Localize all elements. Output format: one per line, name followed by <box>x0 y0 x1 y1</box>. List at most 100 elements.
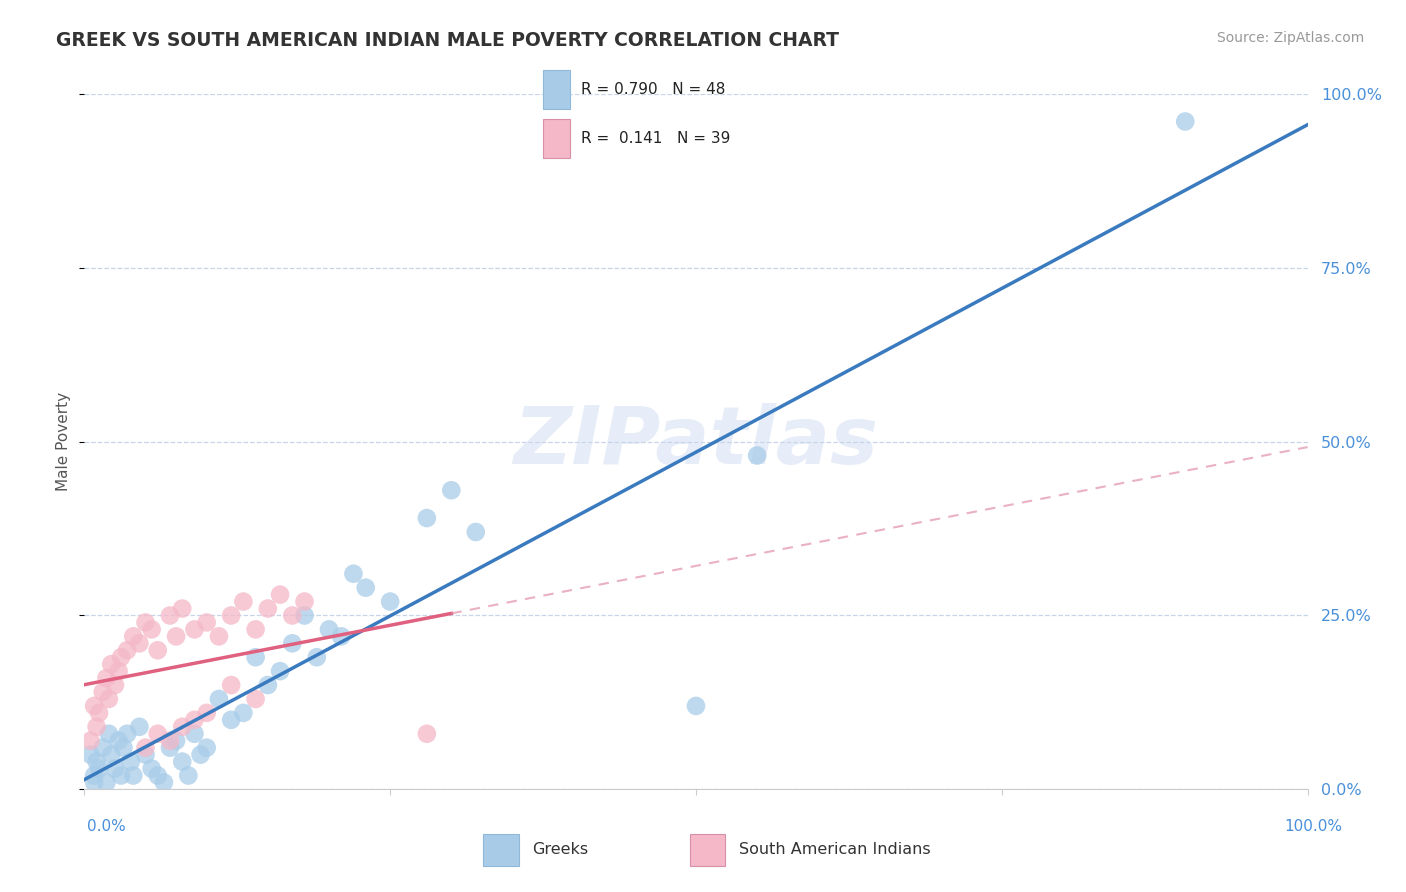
Point <box>135 740 157 755</box>
Point <box>219 678 242 692</box>
Point <box>135 615 157 630</box>
Point <box>183 713 205 727</box>
Point <box>232 706 254 720</box>
Point <box>281 636 304 650</box>
Point <box>172 755 194 769</box>
Point <box>219 608 242 623</box>
Point <box>440 483 463 498</box>
Point <box>87 706 110 720</box>
Point <box>159 733 181 747</box>
FancyBboxPatch shape <box>543 119 569 158</box>
Point <box>135 747 157 762</box>
Point <box>107 664 129 678</box>
Point <box>100 747 122 762</box>
Point <box>141 623 163 637</box>
Point <box>245 692 267 706</box>
Point <box>79 733 101 747</box>
Text: South American Indians: South American Indians <box>740 842 931 857</box>
Point <box>464 524 486 539</box>
Point <box>159 740 181 755</box>
Text: Greeks: Greeks <box>531 842 588 857</box>
Text: R =  0.141   N = 39: R = 0.141 N = 39 <box>581 131 730 146</box>
Point <box>747 449 769 463</box>
Point <box>183 623 205 637</box>
Point <box>159 608 181 623</box>
Point <box>128 720 150 734</box>
Point <box>416 727 439 741</box>
FancyBboxPatch shape <box>482 834 519 866</box>
Point <box>146 727 169 741</box>
Point <box>245 623 267 637</box>
Point <box>115 643 138 657</box>
Point <box>208 692 231 706</box>
Point <box>318 623 340 637</box>
Text: 0.0%: 0.0% <box>87 820 127 834</box>
Point <box>79 747 101 762</box>
Point <box>115 727 138 741</box>
Point <box>232 594 254 608</box>
Point <box>685 698 707 713</box>
Point <box>219 713 242 727</box>
Point <box>195 615 218 630</box>
Point <box>190 747 212 762</box>
Point <box>141 762 163 776</box>
Point <box>110 650 132 665</box>
Point <box>269 588 291 602</box>
Text: ZIPatlas: ZIPatlas <box>513 402 879 481</box>
Point <box>294 608 316 623</box>
Point <box>83 768 105 782</box>
Point <box>120 755 142 769</box>
FancyBboxPatch shape <box>689 834 725 866</box>
Point <box>110 768 132 782</box>
Point <box>281 608 304 623</box>
Point <box>100 657 122 672</box>
Point <box>104 678 127 692</box>
Point <box>330 629 353 643</box>
Point <box>107 733 129 747</box>
Point <box>146 643 169 657</box>
Point <box>1174 114 1197 128</box>
Point <box>305 650 328 665</box>
Point <box>165 733 187 747</box>
Point <box>380 594 402 608</box>
Point <box>257 678 280 692</box>
Point <box>269 664 291 678</box>
FancyBboxPatch shape <box>543 70 569 109</box>
Point <box>294 594 316 608</box>
Text: Source: ZipAtlas.com: Source: ZipAtlas.com <box>1216 31 1364 45</box>
Point <box>83 698 105 713</box>
Point <box>96 671 118 685</box>
Point <box>83 775 105 789</box>
Point <box>172 601 194 615</box>
Point <box>183 727 205 741</box>
Point <box>128 636 150 650</box>
Point <box>122 768 145 782</box>
Point <box>97 727 120 741</box>
Point <box>122 629 145 643</box>
Point <box>342 566 364 581</box>
Point <box>86 755 108 769</box>
Point <box>177 768 200 782</box>
Point <box>91 740 114 755</box>
Text: 100.0%: 100.0% <box>1285 820 1343 834</box>
Point <box>195 706 218 720</box>
Point <box>257 601 280 615</box>
Text: GREEK VS SOUTH AMERICAN INDIAN MALE POVERTY CORRELATION CHART: GREEK VS SOUTH AMERICAN INDIAN MALE POVE… <box>56 31 839 50</box>
Point <box>195 740 218 755</box>
Point <box>97 692 120 706</box>
Point <box>165 629 187 643</box>
Point <box>87 762 110 776</box>
Point <box>172 720 194 734</box>
Point <box>104 762 127 776</box>
Point <box>91 685 114 699</box>
Point <box>416 511 439 525</box>
Point <box>153 775 176 789</box>
Point <box>86 720 108 734</box>
Point <box>208 629 231 643</box>
Point <box>354 581 377 595</box>
Point <box>96 775 118 789</box>
Point <box>112 740 135 755</box>
Text: R = 0.790   N = 48: R = 0.790 N = 48 <box>581 82 725 97</box>
Point <box>245 650 267 665</box>
Y-axis label: Male Poverty: Male Poverty <box>56 392 72 491</box>
